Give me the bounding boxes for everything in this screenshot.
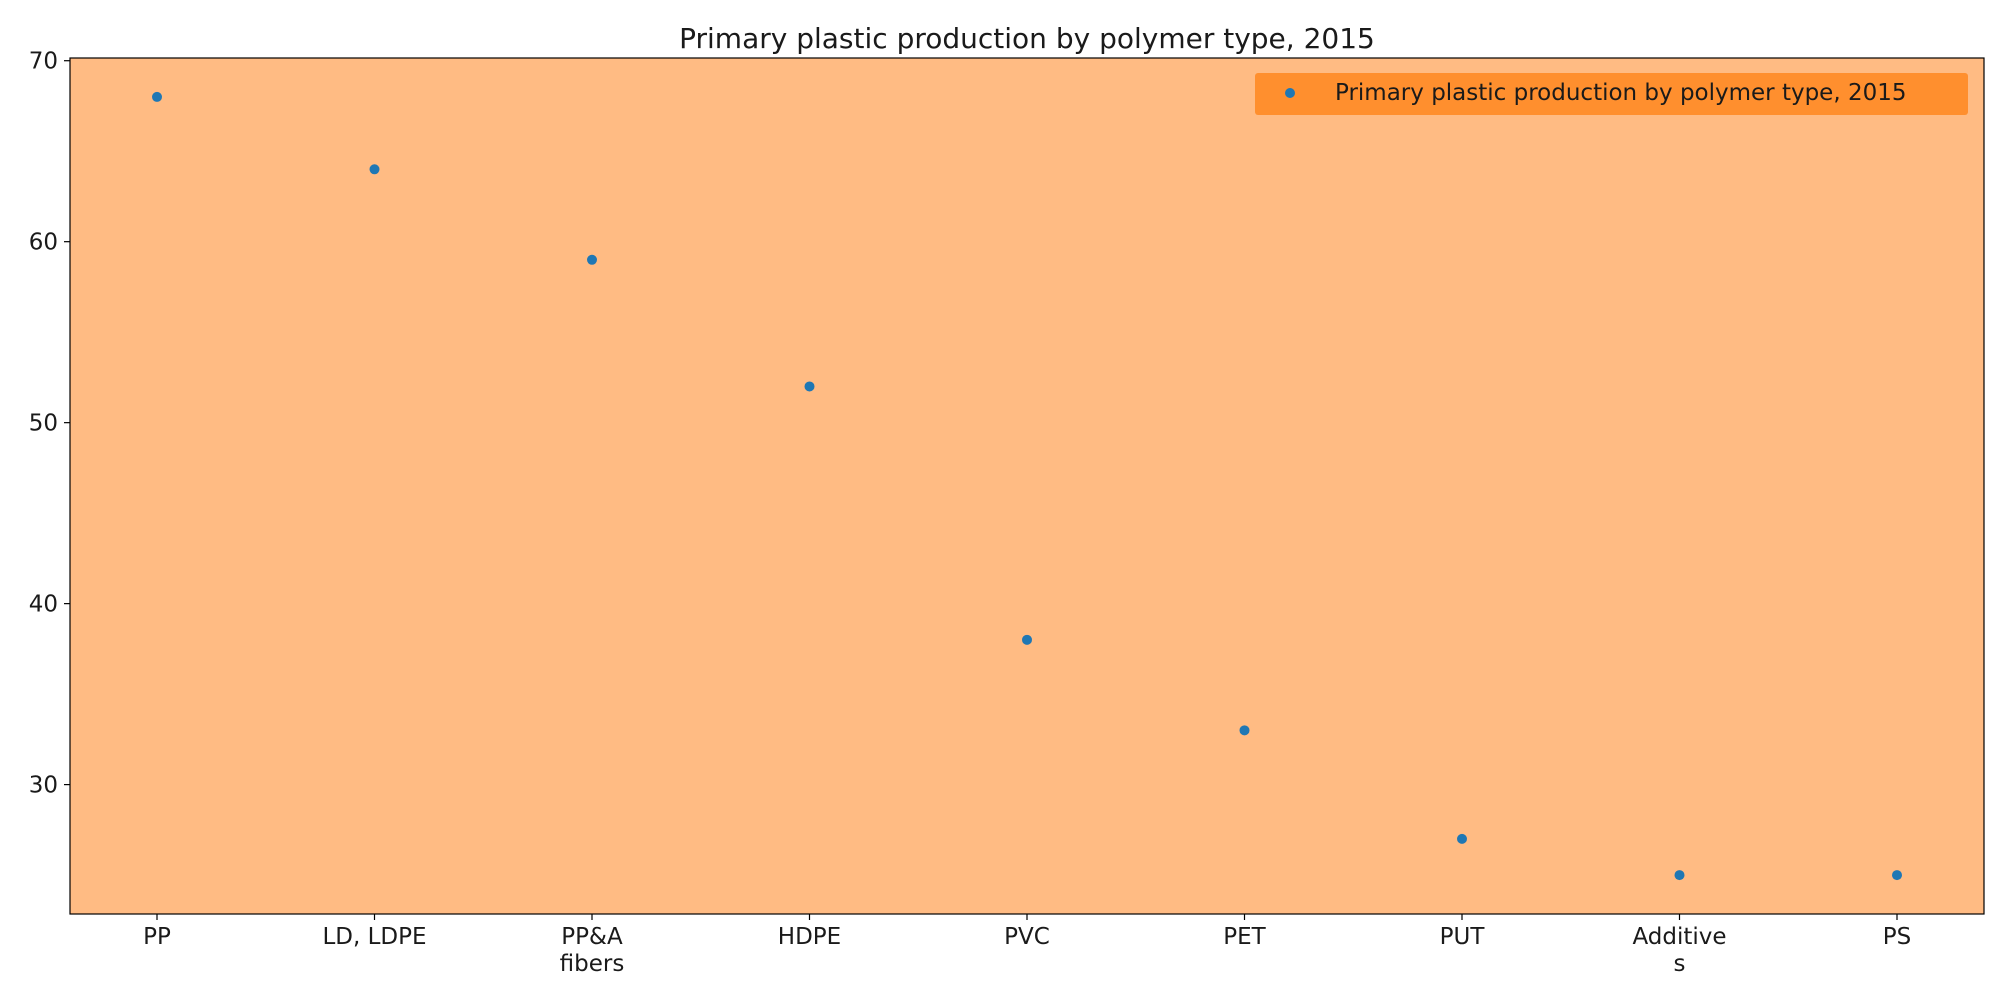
data-point xyxy=(1022,634,1032,645)
y-tick-label: 50 xyxy=(29,411,58,437)
data-point xyxy=(1892,870,1902,881)
legend-label: Primary plastic production by polymer ty… xyxy=(1335,80,1907,106)
x-tick-label: PET xyxy=(1223,924,1266,950)
data-point xyxy=(152,91,162,102)
legend-box xyxy=(1255,73,1968,115)
y-axis: 30 40 50 60 70 xyxy=(29,49,70,799)
data-point xyxy=(1674,870,1685,881)
data-point xyxy=(1457,833,1467,844)
y-tick-label: 70 xyxy=(29,49,58,75)
chart-title: Primary plastic production by polymer ty… xyxy=(679,22,1375,55)
plot-area xyxy=(69,57,1985,915)
y-tick-label: 60 xyxy=(29,230,58,256)
legend-marker xyxy=(1285,88,1295,98)
x-axis: PP LD, LDPE PP&A fibers HDPE PVC PET PUT Additiv… xyxy=(143,914,1911,977)
data-point xyxy=(1239,725,1250,736)
legend: Primary plastic production by polymer ty… xyxy=(1255,73,1968,115)
data-point xyxy=(804,381,815,392)
x-tick-label: PP&A fibers xyxy=(560,924,625,977)
x-tick-label: Additive s xyxy=(1632,924,1726,977)
data-points xyxy=(152,91,1902,881)
x-tick-label: PVC xyxy=(1004,924,1050,950)
data-point xyxy=(587,254,597,265)
x-tick-label: PUT xyxy=(1440,924,1486,950)
x-tick-label: PP xyxy=(143,924,171,950)
x-tick-label: PS xyxy=(1883,924,1911,950)
x-tick-label: LD, LDPE xyxy=(322,924,426,950)
y-tick-label: 30 xyxy=(29,773,58,799)
y-tick-label: 40 xyxy=(29,592,58,618)
x-tick-label: HDPE xyxy=(778,924,841,950)
data-point xyxy=(369,164,380,175)
